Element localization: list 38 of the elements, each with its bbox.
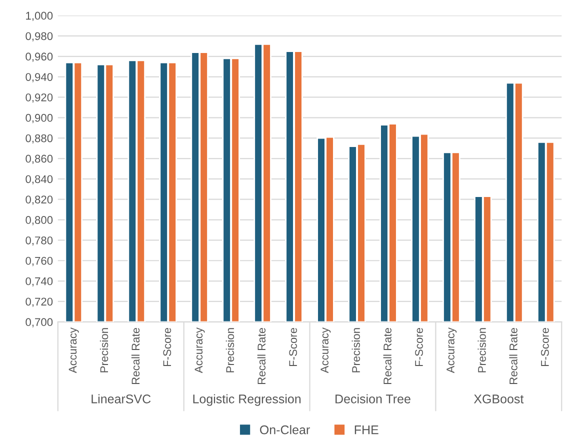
x-tick-label: Precision bbox=[352, 328, 360, 372]
y-tick-label: 0,760 bbox=[26, 256, 53, 266]
y-tick-label: 0,780 bbox=[26, 236, 53, 246]
x-tick-label: Precision bbox=[100, 328, 108, 372]
y-tick-label: 0,820 bbox=[26, 196, 53, 205]
y-tick-label: 0,860 bbox=[26, 154, 53, 164]
y-tick-label: 0,900 bbox=[26, 114, 53, 124]
x-tick-label: Recall Rate bbox=[509, 328, 518, 384]
x-tick-label: Accuracy bbox=[320, 327, 331, 374]
text: XGBoost bbox=[474, 394, 524, 404]
y-tick-label: 0,880 bbox=[26, 134, 53, 144]
x-tick-label: Accuracy bbox=[446, 327, 457, 374]
y-tick-label: 0,920 bbox=[26, 94, 53, 103]
x-tick-label: F-Score bbox=[541, 328, 549, 366]
text: Decision Tree bbox=[336, 394, 410, 404]
y-tick-label: 0,800 bbox=[26, 216, 53, 226]
y-tick-label: 1,000 bbox=[26, 12, 53, 21]
text: Logistic Regression bbox=[193, 394, 301, 406]
x-tick-label: Precision bbox=[478, 328, 486, 372]
x-tick-label: F-Score bbox=[163, 328, 172, 366]
y-tick-label: 0,740 bbox=[26, 277, 53, 286]
y-tick-label: 0,960 bbox=[26, 52, 53, 62]
x-tick-label: Precision bbox=[226, 328, 234, 372]
x-tick-label: Recall Rate bbox=[383, 328, 392, 384]
y-tick-label: 0,700 bbox=[26, 318, 53, 328]
text: LinearSVC bbox=[92, 394, 151, 404]
x-tick-label: Recall Rate bbox=[131, 328, 140, 384]
x-tick-label: F-Score bbox=[415, 328, 423, 366]
y-tick-label: 0,720 bbox=[26, 298, 53, 307]
x-tick-label: Accuracy bbox=[68, 327, 79, 374]
x-tick-label: F-Score bbox=[289, 328, 298, 366]
legend-label: FHE bbox=[354, 426, 378, 434]
y-tick-label: 0,940 bbox=[26, 73, 53, 82]
y-tick-label: 0,980 bbox=[26, 32, 53, 42]
x-tick-label: Accuracy bbox=[194, 327, 205, 374]
legend-label: On-Clear bbox=[260, 425, 310, 434]
x-tick-label: Recall Rate bbox=[257, 328, 266, 384]
y-tick-label: 0,840 bbox=[26, 175, 53, 184]
